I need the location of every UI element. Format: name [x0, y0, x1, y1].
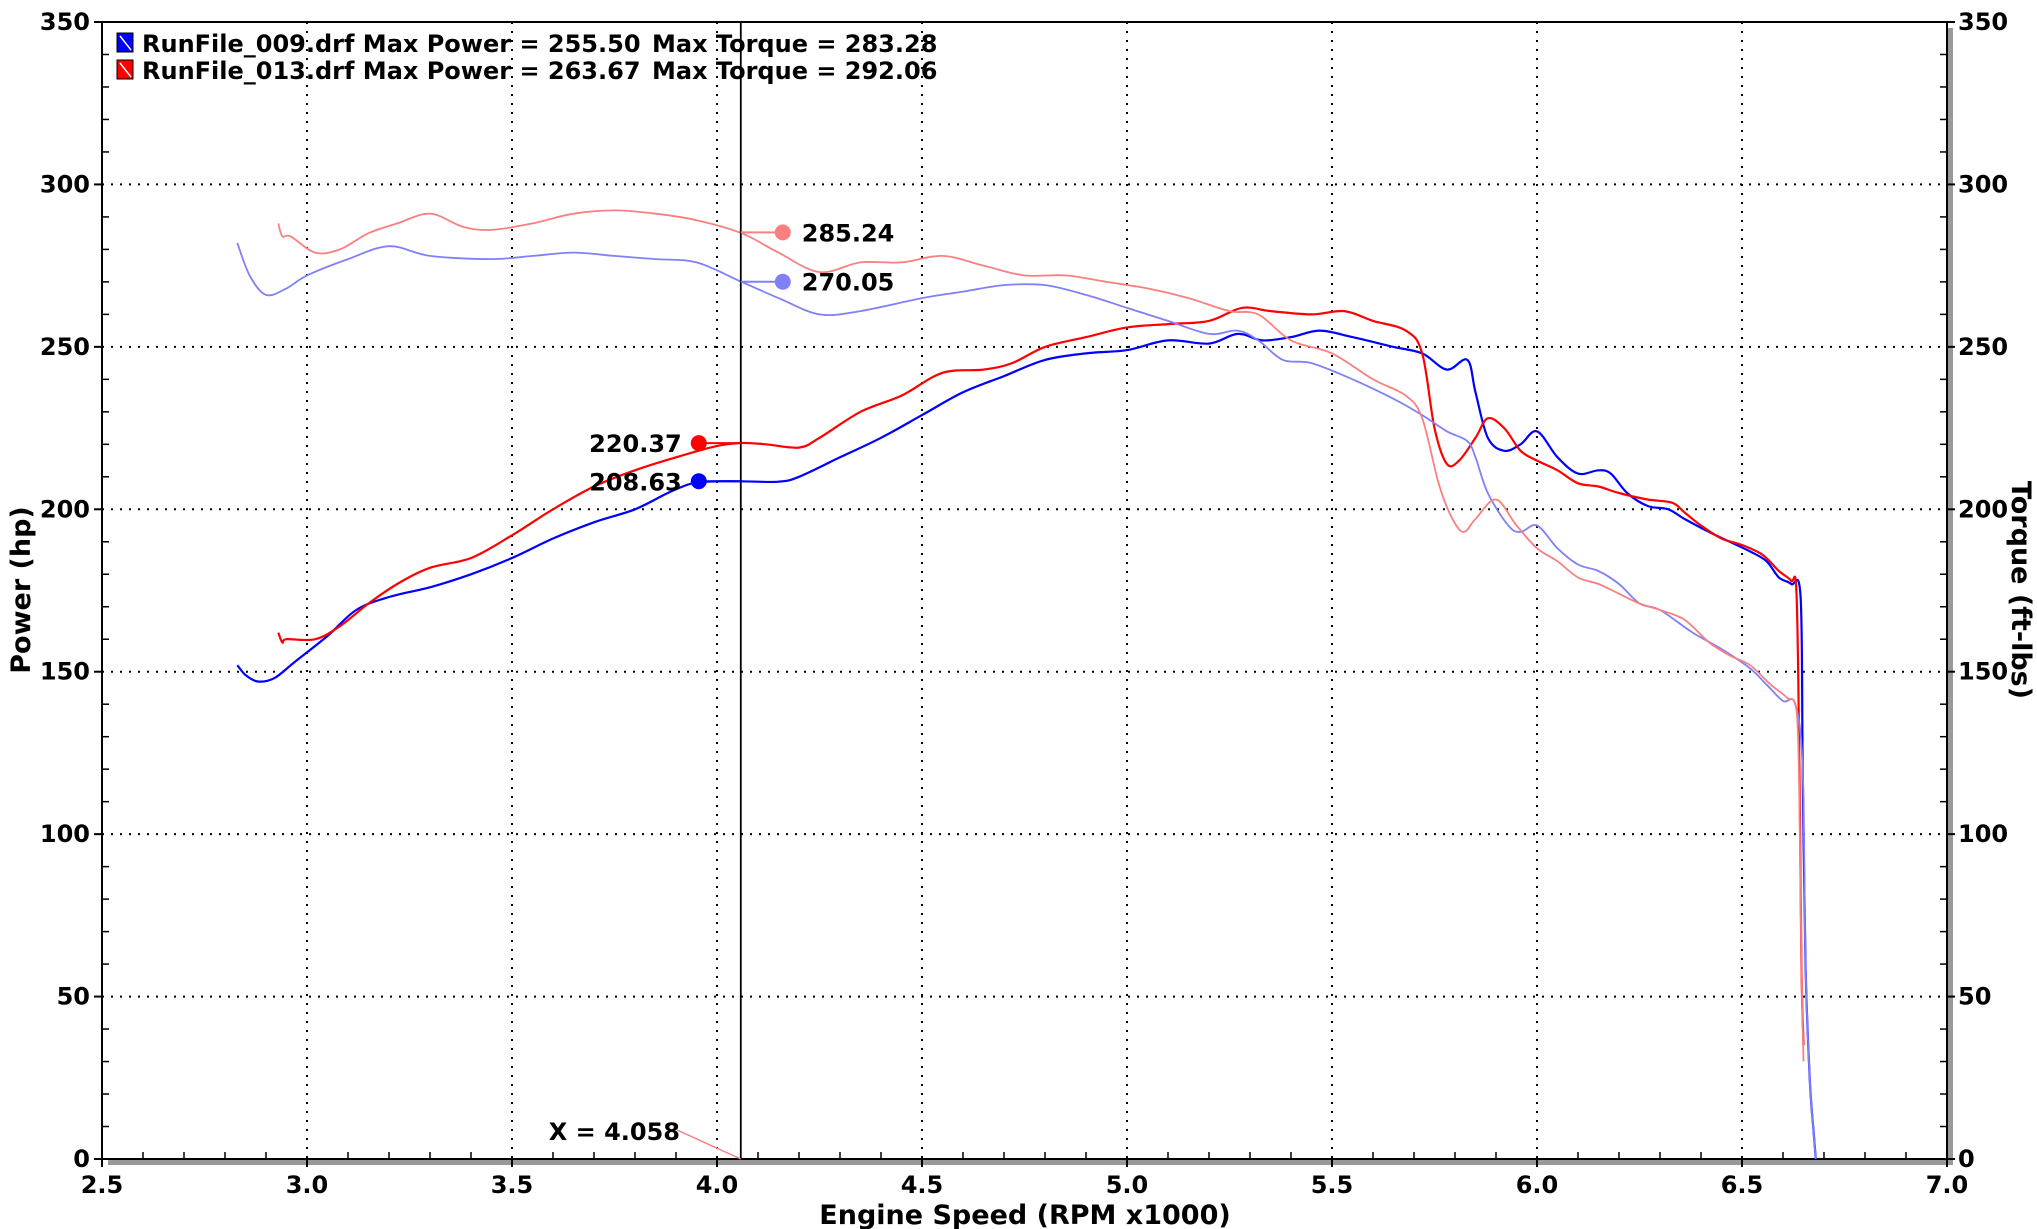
- cursor-value-label: 285.24: [802, 219, 895, 247]
- y2-tick-label: 300: [1958, 170, 2008, 198]
- cursor-value-dot: [690, 473, 707, 490]
- legend-label-torque: Max Torque = 292.06: [652, 57, 937, 85]
- cursor-value-label: 208.63: [589, 468, 682, 496]
- x-tick-label: 3.0: [286, 1171, 329, 1199]
- y2-tick-label: 0: [1958, 1145, 1975, 1173]
- x-tick-label: 4.5: [901, 1171, 944, 1199]
- y2-tick-label: 350: [1958, 8, 2008, 36]
- cursor-label: X = 4.058: [549, 1118, 680, 1146]
- y-tick-label: 100: [40, 820, 90, 848]
- legend-entry: RunFile_009.drf Max Power = 255.50 Max To…: [116, 30, 937, 58]
- cursor-value-dot: [774, 273, 791, 290]
- y2-tick-label: 50: [1958, 983, 1991, 1011]
- y-tick-label: 0: [73, 1145, 90, 1173]
- y-axis-left-ticks: 0 50 100 150 200 250 300 350: [40, 8, 102, 1173]
- x-axis-title: Engine Speed (RPM x1000): [819, 1200, 1230, 1229]
- minor-ticks: [102, 53, 1947, 1159]
- cursor-value-label: 270.05: [802, 269, 895, 297]
- x-tick-label: 5.0: [1106, 1171, 1149, 1199]
- x-axis-ticks: 2.5 3.0 3.5 4.0 4.5 5.0 5.5 6.0 6.5 7.0: [81, 1159, 1969, 1199]
- series-lines: [236, 209, 1817, 1160]
- x-tick-label: 6.5: [1721, 1171, 1764, 1199]
- series-line-runfile-013-drf-power: [277, 306, 1805, 1046]
- cursor-value-dot: [690, 435, 707, 452]
- legend-label-power: RunFile_013.drf Max Power = 263.67: [142, 57, 641, 85]
- y-tick-label: 350: [40, 8, 90, 36]
- cursor-label-leader: [676, 1129, 742, 1160]
- y-axis-right-title: Torque (ft-lbs): [2005, 481, 2036, 699]
- legend-swatch-hatch: [119, 62, 132, 78]
- series-line-runfile-013-drf-torque: [277, 209, 1805, 1062]
- legend-label-torque: Max Torque = 283.28: [652, 30, 937, 58]
- y-tick-label: 250: [40, 333, 90, 361]
- x-tick-label: 7.0: [1926, 1171, 1969, 1199]
- plot-area: [101, 21, 1948, 1160]
- x-tick-label: 5.5: [1311, 1171, 1354, 1199]
- cursor-value-dot: [774, 224, 791, 241]
- y-tick-label: 150: [40, 658, 90, 686]
- y2-tick-label: 200: [1958, 495, 2008, 523]
- y-axis-left-title: Power (hp): [6, 506, 37, 674]
- grid-lines: [102, 22, 1947, 1159]
- x-tick-label: 3.5: [491, 1171, 534, 1199]
- y2-tick-label: 250: [1958, 333, 2008, 361]
- legend-label-power: RunFile_009.drf Max Power = 255.50: [142, 30, 641, 58]
- y-tick-label: 200: [40, 495, 90, 523]
- legend: RunFile_009.drf Max Power = 255.50 Max To…: [116, 30, 937, 85]
- cursor: X = 4.058 285.24 270.05 220.37 208.63: [549, 22, 895, 1160]
- legend-swatch-hatch: [119, 35, 132, 51]
- cursor-value-label: 220.37: [589, 430, 682, 458]
- y2-tick-label: 100: [1958, 820, 2008, 848]
- x-tick-label: 2.5: [81, 1171, 124, 1199]
- y-axis-right-ticks: 0 50 100 150 200 250 300 350: [1947, 8, 2008, 1173]
- legend-entry: RunFile_013.drf Max Power = 263.67 Max To…: [116, 57, 937, 85]
- x-tick-label: 6.0: [1516, 1171, 1559, 1199]
- y2-tick-label: 150: [1958, 658, 2008, 686]
- x-tick-label: 4.0: [696, 1171, 739, 1199]
- series-line-runfile-009-drf-power: [236, 329, 1817, 1160]
- y-tick-label: 300: [40, 170, 90, 198]
- y-tick-label: 50: [57, 983, 90, 1011]
